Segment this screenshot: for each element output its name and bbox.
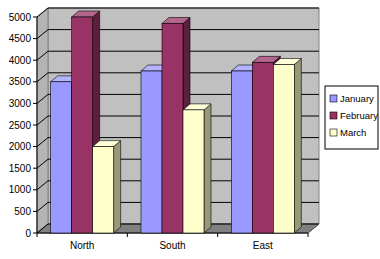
x-tick	[127, 233, 128, 237]
floor-edge	[308, 224, 319, 233]
legend-swatch	[330, 129, 337, 136]
bar-top	[252, 56, 280, 62]
bar-front	[273, 65, 294, 233]
grid-line	[37, 8, 319, 17]
y-tick-label: 4500	[9, 33, 32, 44]
y-tick	[33, 211, 37, 212]
legend-label: January	[340, 93, 374, 104]
legend-swatch	[330, 95, 337, 102]
bar-front	[93, 147, 114, 233]
y-tick-label: 5000	[9, 12, 32, 23]
bar-top	[72, 11, 100, 17]
y-tick	[33, 168, 37, 169]
bar-front	[141, 71, 162, 233]
x-tick	[37, 233, 38, 237]
bar-front	[252, 62, 273, 233]
y-tick-label: 3500	[9, 76, 32, 87]
x-tick-label: East	[253, 240, 273, 251]
bar-side	[204, 104, 211, 233]
chart: 0 500 1000 1500 2000 2500 3000 3500 4000 4500 5000…	[0, 0, 380, 259]
y-tick	[33, 17, 37, 18]
bar-top	[183, 104, 211, 110]
y-tick-label: 1500	[9, 163, 32, 174]
y-tick	[33, 81, 37, 82]
y-tick-label: 4000	[9, 55, 32, 66]
y-axis	[37, 17, 38, 233]
y-tick-label: 1000	[9, 184, 32, 195]
legend-label: February	[340, 110, 378, 121]
bars	[51, 11, 302, 233]
bar-front	[162, 23, 183, 233]
bar-front	[231, 71, 252, 233]
bar	[273, 59, 301, 233]
y-tick	[33, 189, 37, 190]
x-tick	[217, 233, 218, 237]
y-tick-label: 0	[25, 228, 31, 239]
y-tick	[33, 233, 37, 234]
y-tick	[33, 38, 37, 39]
legend-box	[325, 86, 378, 149]
bar	[93, 141, 121, 233]
y-tick	[33, 103, 37, 104]
y-tick-label: 2000	[9, 141, 32, 152]
bar-top	[162, 17, 190, 23]
bar-front	[51, 82, 72, 233]
bar-side	[114, 141, 121, 233]
bar-top	[93, 141, 121, 147]
x-tick-label: South	[159, 240, 185, 251]
y-tick	[33, 146, 37, 147]
y-tick-label: 3000	[9, 98, 32, 109]
x-tick	[308, 233, 309, 237]
y-tick	[33, 125, 37, 126]
bar-front	[183, 110, 204, 233]
y-tick-label: 2500	[9, 120, 32, 131]
bar-front	[72, 17, 93, 233]
y-tick	[33, 60, 37, 61]
x-tick-label: North	[70, 240, 94, 251]
y-tick-label: 500	[14, 206, 31, 217]
legend-swatch	[330, 112, 337, 119]
bar-side	[294, 59, 301, 233]
bar	[183, 104, 211, 233]
legend-label: March	[340, 127, 366, 138]
bar-top	[273, 59, 301, 65]
legend: January February March	[325, 86, 378, 149]
